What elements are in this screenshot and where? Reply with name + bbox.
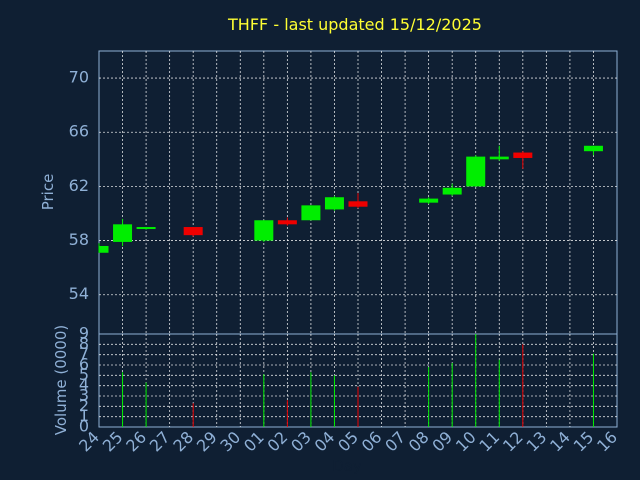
candle-body [324,197,344,210]
volume-y-tick-label: 9 [79,324,89,343]
candle-body [583,145,603,152]
price-y-ticks: 54 58 62 66 70 [69,68,89,304]
candle-body [419,198,439,203]
price-y-tick-label: 66 [69,122,89,141]
candle-body [254,220,274,241]
volume-y-tick-label: 0 [79,417,89,436]
candle-body [99,245,109,253]
volume-y-tick-label: 5 [79,365,89,384]
candle-body [183,227,203,236]
candle-body [466,156,486,187]
price-y-tick-label: 62 [69,176,89,195]
price-y-tick-label: 54 [69,284,89,303]
candles [98,145,603,253]
price-axis-label: Price [39,174,57,211]
candle-body [348,201,368,207]
candle-body [513,152,533,158]
volume-bars [122,334,594,427]
price-y-tick-label: 58 [69,230,89,249]
volume-y-tick-label: 2 [79,396,89,415]
x-axis-label: Day [332,457,362,475]
candle-body [113,224,133,242]
candle-body [489,156,509,160]
candle-body [136,227,156,230]
volume-y-tick-label: 6 [79,355,89,374]
price-y-tick-label: 70 [69,68,89,87]
x-tick-label: 16 [593,428,621,456]
candle-body [442,187,462,195]
volume-y-tick-label: 7 [79,344,89,363]
x-ticks: 2425262728293001020304050607080910111213… [75,428,621,456]
candle-body [301,205,321,221]
volume-y-tick-label: 8 [79,334,89,353]
volume-y-tick-label: 4 [79,375,89,394]
chart-title: THFF - last updated 15/12/2025 [227,15,482,34]
volume-y-tick-label: 1 [79,406,89,425]
volume-axis-label: Volume (0000) [52,325,70,435]
candle-body [277,220,297,225]
volume-y-tick-label: 3 [79,386,89,405]
